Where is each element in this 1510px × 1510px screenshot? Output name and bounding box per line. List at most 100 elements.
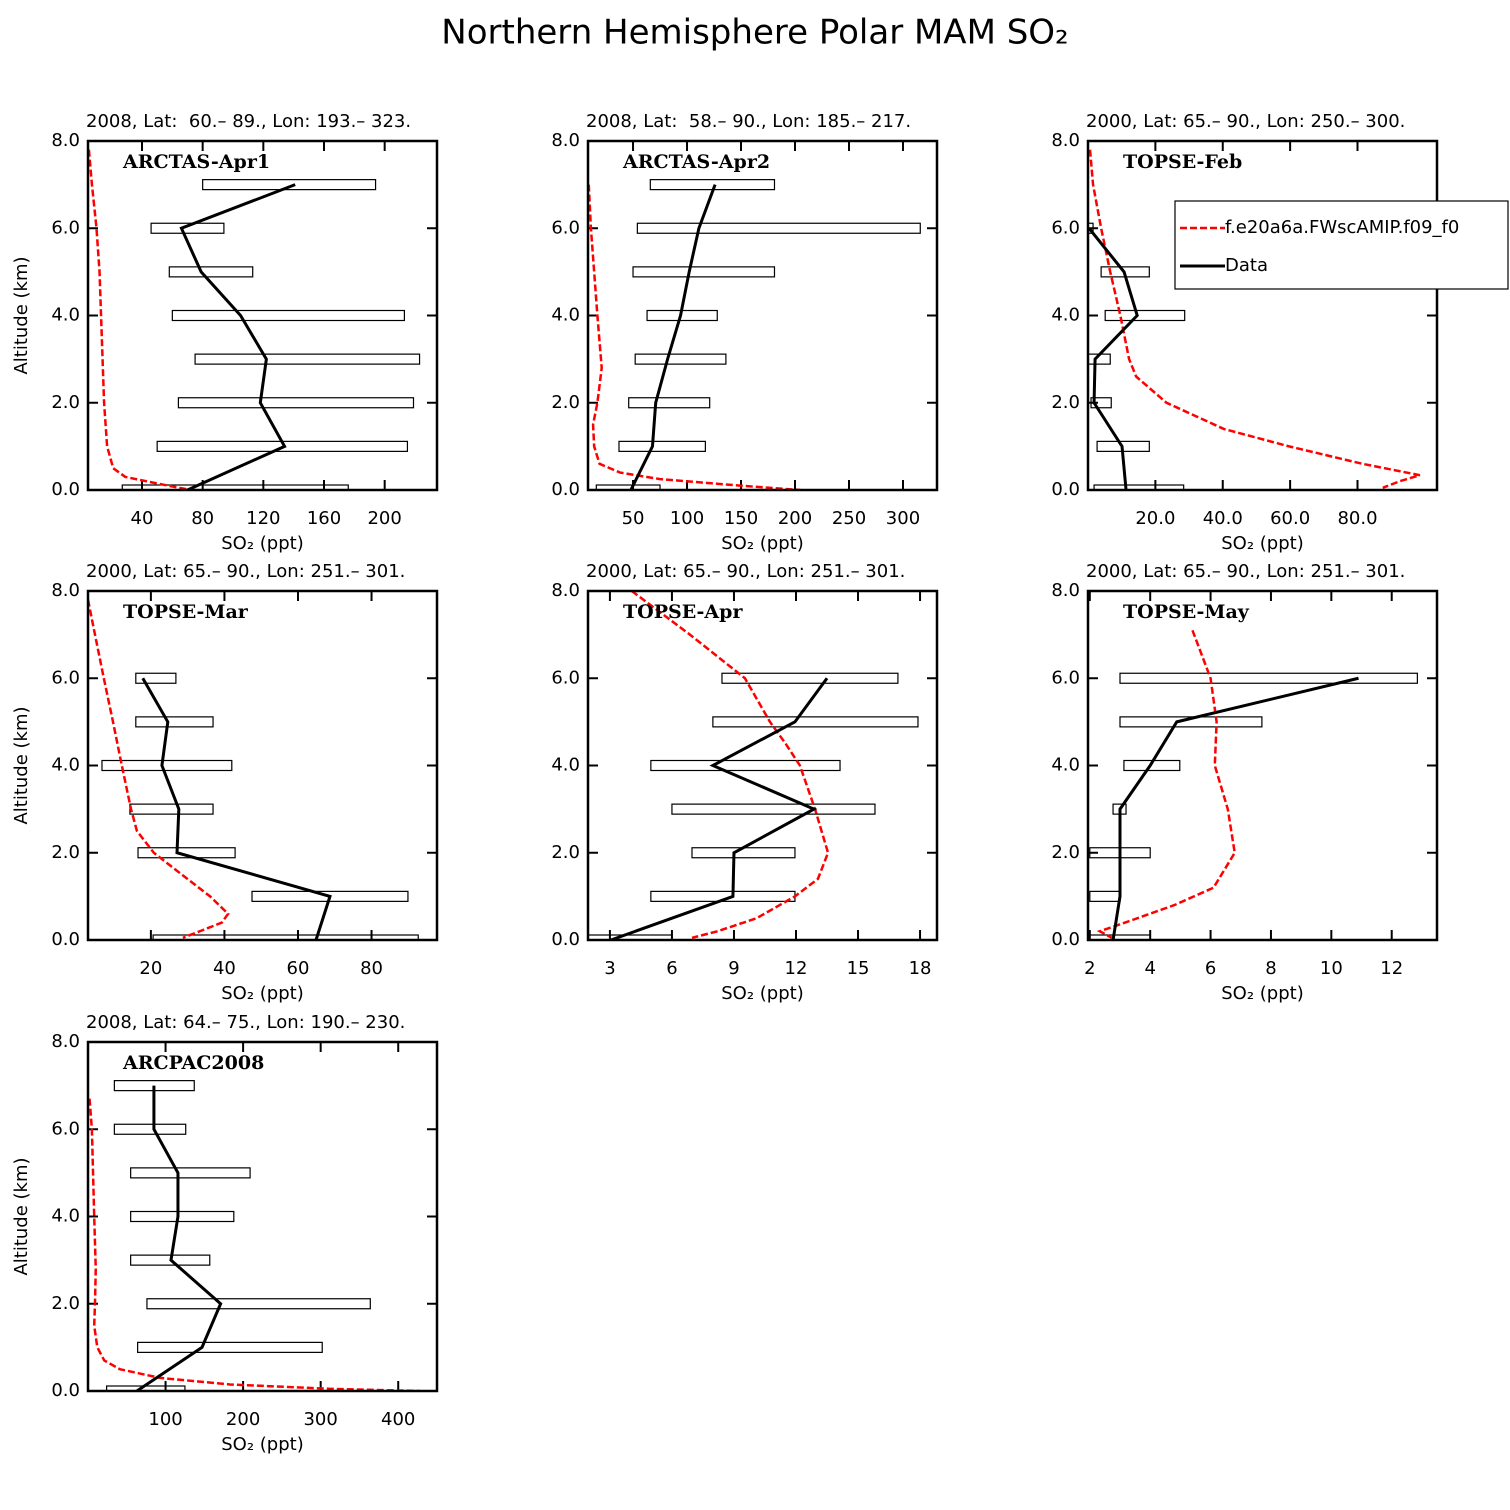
x-tick-label: 60 [287, 958, 310, 979]
x-axis-label: SO₂ (ppt) [721, 533, 804, 554]
panel-subtitle: 2000, Lat: 65.– 90., Lon: 251.– 301. [86, 561, 405, 582]
data-line [610, 677, 829, 940]
x-axis-label: SO₂ (ppt) [221, 1434, 304, 1455]
panel-subtitle: 2000, Lat: 65.– 90., Lon: 250.– 300. [1086, 111, 1405, 132]
y-tick-label: 4.0 [551, 305, 580, 326]
x-tick-label: 60.0 [1270, 508, 1310, 529]
range-box [632, 266, 776, 278]
range-box [168, 266, 254, 278]
y-tick-label: 0.0 [51, 1380, 80, 1401]
data-line [136, 1085, 223, 1391]
data-line [179, 183, 296, 490]
y-axis-label: Altitude (km) [11, 256, 32, 374]
data-line [141, 677, 332, 940]
range-box [712, 716, 919, 728]
range-box [1090, 397, 1112, 409]
model-line [88, 599, 230, 939]
range-box [650, 759, 841, 772]
x-tick-label: 12 [785, 958, 808, 979]
y-tick-label: 4.0 [51, 1206, 80, 1227]
x-tick-label: 18 [909, 958, 932, 979]
y-tick-label: 4.0 [51, 305, 80, 326]
range-box [1104, 309, 1186, 322]
plot-area [1088, 149, 1421, 490]
range-box [130, 1210, 235, 1223]
y-tick-label: 8.0 [1051, 130, 1080, 151]
range-box [1089, 934, 1151, 940]
y-tick-label: 6.0 [51, 1118, 80, 1139]
x-tick-label: 80 [191, 508, 214, 529]
y-tick-label: 2.0 [551, 842, 580, 863]
range-box [1088, 222, 1094, 234]
range-box [177, 397, 415, 409]
y-tick-label: 8.0 [51, 580, 80, 601]
x-tick-label: 300 [303, 1409, 337, 1430]
x-tick-label: 80.0 [1337, 508, 1377, 529]
y-tick-label: 2.0 [51, 1293, 80, 1314]
x-tick-label: 6 [1205, 958, 1216, 979]
x-tick-label: 120 [246, 508, 280, 529]
y-tick-label: 8.0 [51, 130, 80, 151]
plot-area [588, 179, 921, 490]
range-box [137, 847, 236, 859]
x-tick-label: 2 [1084, 958, 1095, 979]
x-tick-label: 200 [778, 508, 812, 529]
range-box [137, 1341, 323, 1353]
data-line [1111, 676, 1359, 940]
y-tick-label: 8.0 [51, 1031, 80, 1052]
x-tick-label: 6 [666, 958, 677, 979]
range-box [135, 672, 177, 684]
x-tick-label: 160 [307, 508, 341, 529]
panel-subtitle: 2000, Lat: 65.– 90., Lon: 251.– 301. [586, 561, 905, 582]
y-tick-label: 2.0 [1051, 392, 1080, 413]
x-tick-label: 200 [226, 1409, 260, 1430]
panel-label: ARCTAS-Apr2 [622, 151, 770, 173]
y-tick-label: 8.0 [551, 130, 580, 151]
x-tick-label: 3 [604, 958, 615, 979]
y-axis-label: Altitude (km) [11, 706, 32, 824]
range-box [135, 716, 214, 728]
x-tick-label: 20 [139, 958, 162, 979]
panel-label: TOPSE-May [1123, 601, 1250, 623]
x-tick-label: 40 [213, 958, 236, 979]
x-tick-label: 100 [670, 508, 704, 529]
main-title: Northern Hemisphere Polar MAM SO₂ [441, 13, 1068, 53]
panel-subtitle: 2008, Lat: 60.– 89., Lon: 193.– 323. [86, 111, 411, 132]
y-tick-label: 4.0 [551, 755, 580, 776]
plot-area [88, 149, 421, 490]
legend-box [1174, 200, 1509, 290]
plot-area [1089, 629, 1418, 940]
panel: 2008, Lat: 64.– 75., Lon: 190.– 230. SO₂ … [11, 1012, 439, 1455]
range-box [202, 179, 377, 191]
y-tick-label: 4.0 [1051, 305, 1080, 326]
panel: 2000, Lat: 65.– 90., Lon: 251.– 301. SO₂ … [1051, 561, 1439, 1004]
plot-frame [86, 1040, 439, 1393]
range-box [1119, 672, 1418, 684]
panel-subtitle: 2000, Lat: 65.– 90., Lon: 251.– 301. [1086, 561, 1405, 582]
panel: 2000, Lat: 65.– 90., Lon: 250.– 300. SO₂ … [1051, 111, 1509, 554]
panel: 2000, Lat: 65.– 90., Lon: 251.– 301. SO₂ … [11, 561, 439, 1004]
panel-label: ARCTAS-Apr1 [122, 151, 270, 173]
range-box [113, 1123, 187, 1135]
y-tick-label: 6.0 [51, 667, 80, 688]
y-tick-label: 0.0 [551, 929, 580, 950]
y-tick-label: 8.0 [1051, 580, 1080, 601]
y-tick-label: 0.0 [551, 479, 580, 500]
x-tick-label: 250 [832, 508, 866, 529]
range-box [171, 309, 405, 322]
plot-frame [86, 139, 439, 492]
x-tick-label: 12 [1380, 958, 1403, 979]
x-tick-label: 300 [886, 508, 920, 529]
range-box [588, 934, 673, 940]
y-tick-label: 2.0 [51, 392, 80, 413]
panel: 2000, Lat: 65.– 90., Lon: 251.– 301. SO₂ … [551, 561, 939, 1004]
y-tick-label: 2.0 [51, 842, 80, 863]
range-box [618, 440, 706, 452]
range-box [595, 484, 661, 490]
model-line [88, 1098, 420, 1391]
range-box [721, 672, 899, 684]
x-tick-label: 4 [1144, 958, 1155, 979]
data-line [1088, 227, 1139, 490]
panel-label: TOPSE-Feb [1123, 151, 1242, 173]
x-axis-label: SO₂ (ppt) [721, 983, 804, 1004]
